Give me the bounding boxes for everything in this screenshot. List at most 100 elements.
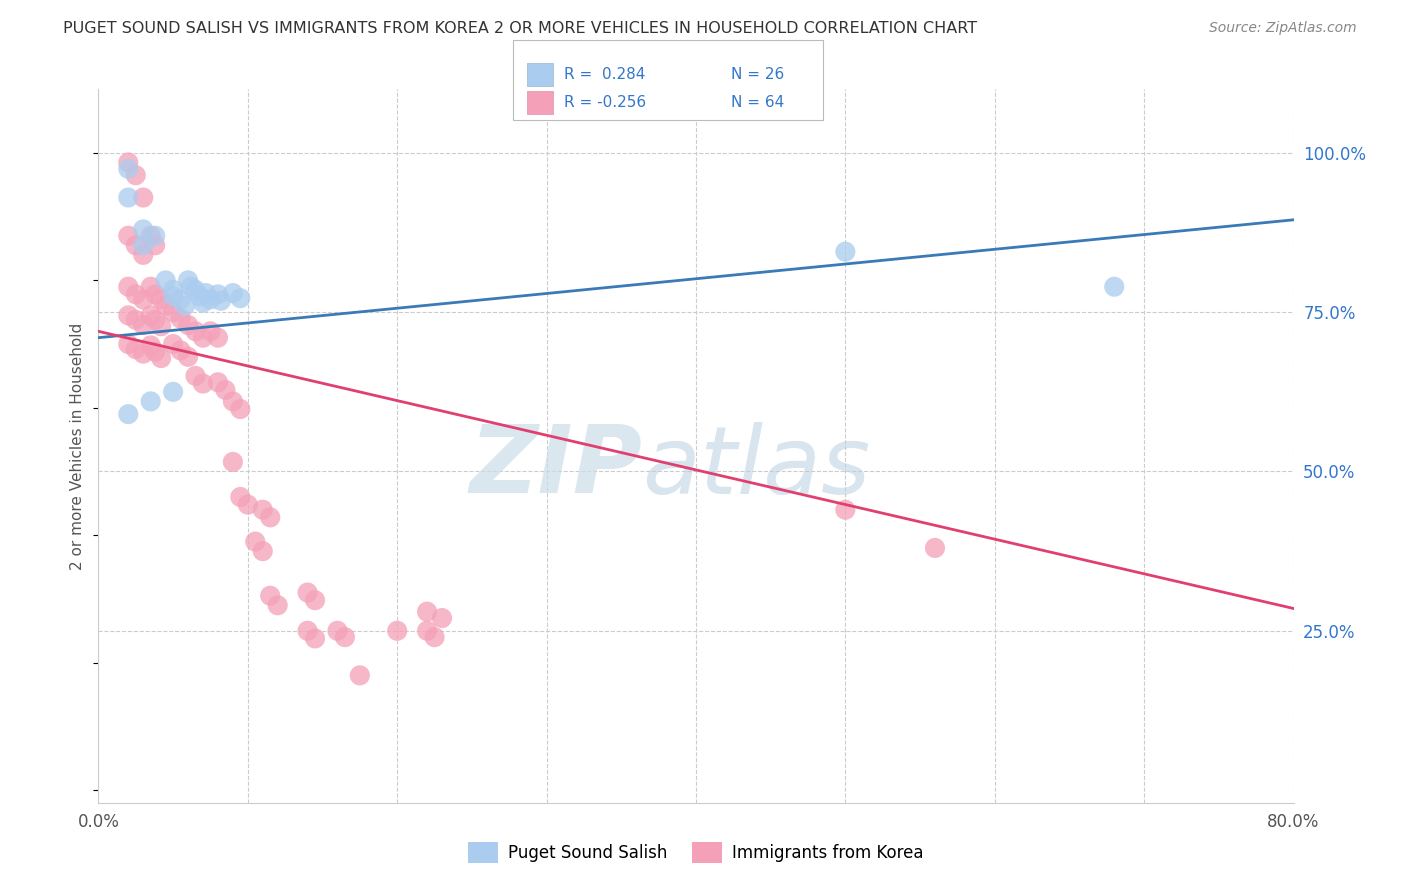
Immigrants from Korea <box>117 228 139 243</box>
Puget Sound Salish <box>169 293 191 307</box>
Immigrants from Korea <box>150 351 173 365</box>
Puget Sound Salish <box>177 273 200 287</box>
Immigrants from Korea <box>416 624 439 638</box>
Puget Sound Salish <box>229 291 252 305</box>
Text: N = 64: N = 64 <box>731 95 785 111</box>
Puget Sound Salish <box>139 394 162 409</box>
Puget Sound Salish <box>188 289 211 303</box>
Immigrants from Korea <box>236 498 259 512</box>
Immigrants from Korea <box>117 155 139 169</box>
Immigrants from Korea <box>125 238 148 252</box>
Immigrants from Korea <box>139 338 162 352</box>
Immigrants from Korea <box>169 343 191 358</box>
Immigrants from Korea <box>184 324 207 338</box>
Immigrants from Korea <box>117 337 139 351</box>
Puget Sound Salish <box>174 299 197 313</box>
Immigrants from Korea <box>252 544 274 558</box>
Text: N = 26: N = 26 <box>731 67 785 82</box>
Immigrants from Korea <box>162 305 184 319</box>
Text: R =  0.284: R = 0.284 <box>564 67 645 82</box>
Immigrants from Korea <box>155 299 177 313</box>
Puget Sound Salish <box>191 295 214 310</box>
Puget Sound Salish <box>180 279 202 293</box>
Immigrants from Korea <box>200 324 222 338</box>
Immigrants from Korea <box>297 585 319 599</box>
Immigrants from Korea <box>333 630 356 644</box>
Immigrants from Korea <box>177 350 200 364</box>
Immigrants from Korea <box>125 342 148 356</box>
Puget Sound Salish <box>207 287 229 301</box>
Puget Sound Salish <box>222 286 245 301</box>
Puget Sound Salish <box>162 289 184 303</box>
Immigrants from Korea <box>143 238 166 252</box>
Puget Sound Salish <box>117 161 139 176</box>
Immigrants from Korea <box>834 502 856 516</box>
Immigrants from Korea <box>207 331 229 345</box>
Immigrants from Korea <box>385 624 409 638</box>
Immigrants from Korea <box>191 331 214 345</box>
Immigrants from Korea <box>229 490 252 504</box>
Immigrants from Korea <box>125 287 148 301</box>
Immigrants from Korea <box>252 502 274 516</box>
Immigrants from Korea <box>139 309 162 323</box>
Puget Sound Salish <box>209 293 232 308</box>
Immigrants from Korea <box>117 279 139 293</box>
Immigrants from Korea <box>924 541 946 555</box>
Text: ZIP: ZIP <box>470 421 643 514</box>
Puget Sound Salish <box>162 283 184 297</box>
Text: R = -0.256: R = -0.256 <box>564 95 645 111</box>
Puget Sound Salish <box>1104 279 1126 293</box>
Puget Sound Salish <box>155 273 177 287</box>
Immigrants from Korea <box>150 293 173 307</box>
Immigrants from Korea <box>304 632 326 646</box>
Immigrants from Korea <box>222 455 245 469</box>
Immigrants from Korea <box>259 589 281 603</box>
Immigrants from Korea <box>229 402 252 417</box>
Immigrants from Korea <box>132 190 155 204</box>
Y-axis label: 2 or more Vehicles in Household: 2 or more Vehicles in Household <box>70 322 86 570</box>
Immigrants from Korea <box>143 313 166 327</box>
Puget Sound Salish <box>184 283 207 297</box>
Immigrants from Korea <box>304 593 326 607</box>
Immigrants from Korea <box>139 279 162 293</box>
Puget Sound Salish <box>200 293 222 307</box>
Immigrants from Korea <box>430 611 453 625</box>
Immigrants from Korea <box>177 318 200 332</box>
Immigrants from Korea <box>349 668 371 682</box>
Immigrants from Korea <box>132 318 155 332</box>
Puget Sound Salish <box>117 190 139 204</box>
Immigrants from Korea <box>214 383 236 397</box>
Immigrants from Korea <box>259 510 281 524</box>
Puget Sound Salish <box>195 286 218 301</box>
Immigrants from Korea <box>139 228 162 243</box>
Immigrants from Korea <box>423 630 446 644</box>
Puget Sound Salish <box>834 244 856 259</box>
Text: Source: ZipAtlas.com: Source: ZipAtlas.com <box>1209 21 1357 36</box>
Text: atlas: atlas <box>643 422 870 513</box>
Immigrants from Korea <box>162 337 184 351</box>
Immigrants from Korea <box>184 368 207 383</box>
Immigrants from Korea <box>143 287 166 301</box>
Puget Sound Salish <box>132 222 155 236</box>
Immigrants from Korea <box>143 344 166 359</box>
Puget Sound Salish <box>143 228 166 243</box>
Puget Sound Salish <box>132 238 155 252</box>
Puget Sound Salish <box>117 407 139 421</box>
Immigrants from Korea <box>222 394 245 409</box>
Text: PUGET SOUND SALISH VS IMMIGRANTS FROM KOREA 2 OR MORE VEHICLES IN HOUSEHOLD CORR: PUGET SOUND SALISH VS IMMIGRANTS FROM KO… <box>63 21 977 37</box>
Immigrants from Korea <box>297 624 319 638</box>
Immigrants from Korea <box>416 605 439 619</box>
Immigrants from Korea <box>191 376 214 391</box>
Immigrants from Korea <box>207 376 229 390</box>
Immigrants from Korea <box>150 319 173 334</box>
Immigrants from Korea <box>267 599 290 613</box>
Immigrants from Korea <box>117 309 139 323</box>
Legend: Puget Sound Salish, Immigrants from Korea: Puget Sound Salish, Immigrants from Kore… <box>461 836 931 870</box>
Immigrants from Korea <box>326 624 349 638</box>
Immigrants from Korea <box>125 168 148 182</box>
Immigrants from Korea <box>245 534 267 549</box>
Immigrants from Korea <box>169 311 191 326</box>
Immigrants from Korea <box>125 313 148 327</box>
Puget Sound Salish <box>162 384 184 399</box>
Immigrants from Korea <box>132 248 155 262</box>
